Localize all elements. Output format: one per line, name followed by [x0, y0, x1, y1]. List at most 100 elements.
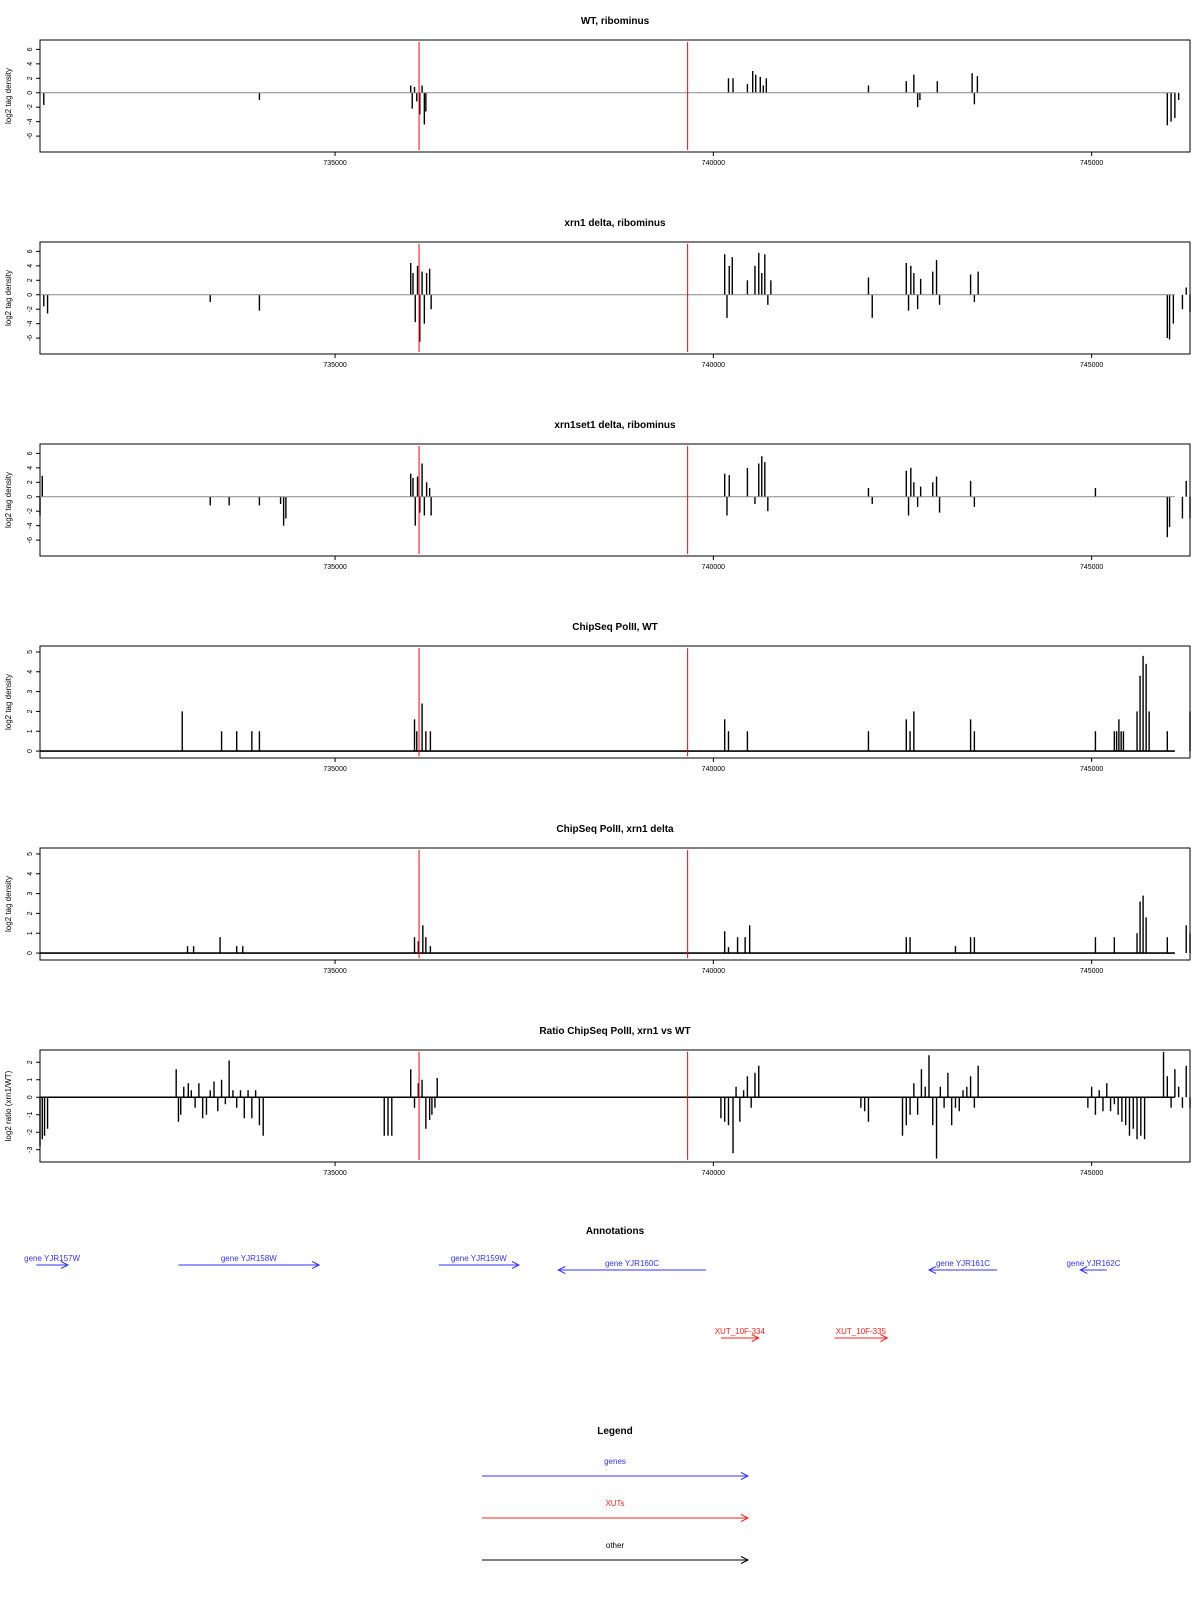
feature-arrowhead	[751, 1334, 760, 1342]
x-tick-label: 735000	[323, 564, 346, 571]
annotation-xut: XUT_10F-335	[834, 1327, 889, 1342]
y-tick-label: -3	[27, 1147, 34, 1153]
y-tick-label: -2	[27, 306, 34, 312]
y-tick-label: 4	[27, 670, 34, 674]
y-tick-label: -4	[27, 320, 34, 326]
annotation-gene: gene YJR158W	[178, 1254, 321, 1269]
legend-label: genes	[604, 1457, 626, 1466]
annotation-gene: gene YJR157W	[24, 1254, 80, 1269]
y-tick-label: 5	[27, 650, 34, 654]
y-tick-label: 2	[27, 1060, 34, 1064]
y-tick-label: 4	[27, 466, 34, 470]
plot-frame	[39, 847, 1191, 961]
panel-chipseq-xrn1: ChipSeq PolII, xrn1 delta log2 tag densit…	[4, 824, 1191, 975]
y-tick-label: -1	[27, 1112, 34, 1118]
feature-arrowhead	[511, 1261, 521, 1269]
panel-title: ChipSeq PolII, WT	[572, 622, 658, 633]
y-tick-label: 0	[27, 749, 34, 753]
feature-label: gene YJR161C	[936, 1259, 990, 1268]
annotation-gene: gene YJR160C	[557, 1259, 706, 1274]
legend-title: Legend	[597, 1426, 633, 1437]
y-tick-label: -2	[27, 104, 34, 110]
y-tick-label: -6	[27, 133, 34, 139]
y-tick-label: 0	[27, 495, 34, 499]
plot-frame	[39, 443, 1191, 557]
feature-label: gene YJR157W	[24, 1254, 80, 1263]
panel-title: xrn1set1 delta, ribominus	[554, 420, 676, 431]
y-tick-label: 2	[27, 278, 34, 282]
plot-frame	[39, 1049, 1191, 1163]
panel-title: Ratio ChipSeq PolII, xrn1 vs WT	[539, 1026, 690, 1037]
panel-title: ChipSeq PolII, xrn1 delta	[556, 824, 674, 835]
panel-title: xrn1 delta, ribominus	[564, 218, 666, 229]
plot-frame	[39, 645, 1191, 759]
x-tick-label: 740000	[702, 564, 725, 571]
y-axis-label: log2 tag density	[4, 674, 13, 730]
y-tick-label: 1	[27, 931, 34, 935]
y-axis-label: log2 ratio (xrn1/WT)	[4, 1070, 13, 1141]
x-tick-label: 745000	[1080, 564, 1103, 571]
y-tick-label: -4	[27, 522, 34, 528]
y-tick-label: 0	[27, 1095, 34, 1099]
y-tick-label: 5	[27, 852, 34, 856]
legend-item-other: other	[482, 1541, 750, 1564]
x-tick-label: 740000	[702, 160, 725, 167]
y-tick-label: 2	[27, 76, 34, 80]
x-tick-label: 745000	[1080, 968, 1103, 975]
x-tick-label: 740000	[702, 1170, 725, 1177]
annotation-gene: gene YJR159W	[438, 1254, 521, 1269]
panel-ratio-chipseq: Ratio ChipSeq PolII, xrn1 vs WT log2 rati…	[4, 1026, 1191, 1177]
panel-chipseq-wt: ChipSeq PolII, WT log2 tag density 0 1 2 3 4 5 7…	[4, 622, 1191, 773]
annotation-gene: gene YJR161C	[927, 1259, 998, 1274]
legend-item-XUTs: XUTs	[482, 1499, 750, 1522]
x-tick-label: 735000	[323, 160, 346, 167]
x-tick-label: 745000	[1080, 766, 1103, 773]
y-tick-label: 2	[27, 911, 34, 915]
panel-xrn1set1-ribominus: xrn1set1 delta, ribominus log2 tag densit…	[4, 420, 1191, 571]
y-tick-label: 2	[27, 709, 34, 713]
feature-label: gene YJR158W	[221, 1254, 277, 1263]
x-tick-label: 735000	[323, 968, 346, 975]
y-tick-label: 0	[27, 293, 34, 297]
y-axis-label: log2 tag density	[4, 472, 13, 528]
y-tick-label: -6	[27, 335, 34, 341]
legend-label: XUTs	[605, 1499, 624, 1508]
y-tick-label: 4	[27, 872, 34, 876]
y-tick-label: 4	[27, 62, 34, 66]
feature-label: gene YJR162C	[1066, 1259, 1120, 1268]
x-tick-label: 735000	[323, 362, 346, 369]
y-axis-label: log2 tag density	[4, 68, 13, 124]
legend-arrowhead	[740, 1514, 750, 1522]
plot-frame	[39, 241, 1191, 355]
y-axis-label: log2 tag density	[4, 270, 13, 326]
panel-wt-ribominus: WT, ribominus log2 tag density -6 -4 -2 0 2 4 6 7…	[4, 16, 1191, 167]
x-tick-label: 745000	[1080, 1170, 1103, 1177]
y-tick-label: 4	[27, 264, 34, 268]
legend-arrowhead	[740, 1472, 750, 1480]
feature-label: XUT_10F-334	[715, 1327, 766, 1336]
legend-arrowhead	[740, 1556, 750, 1564]
y-tick-label: 1	[27, 1078, 34, 1082]
annotation-gene: gene YJR162C	[1066, 1259, 1121, 1274]
legend-item-genes: genes	[482, 1457, 750, 1480]
y-tick-label: 3	[27, 690, 34, 694]
panel-title: WT, ribominus	[581, 16, 650, 27]
y-tick-label: 2	[27, 480, 34, 484]
y-tick-label: 0	[27, 951, 34, 955]
y-tick-label: 1	[27, 729, 34, 733]
legend-label: other	[606, 1541, 625, 1550]
y-tick-label: 6	[27, 47, 34, 51]
track-panels: WT, ribominus log2 tag density -6 -4 -2 0 2 4 6 7…	[4, 16, 1191, 1177]
annotation-xut: XUT_10F-334	[715, 1327, 766, 1342]
x-tick-label: 735000	[323, 766, 346, 773]
x-tick-label: 740000	[702, 766, 725, 773]
y-axis-label: log2 tag density	[4, 876, 13, 932]
panel-xrn1-ribominus: xrn1 delta, ribominus log2 tag density -6 -…	[4, 218, 1191, 369]
y-tick-label: -6	[27, 537, 34, 543]
feature-label: gene YJR160C	[605, 1259, 659, 1268]
plot-frame	[39, 39, 1191, 153]
y-tick-label: 3	[27, 892, 34, 896]
x-tick-label: 745000	[1080, 362, 1103, 369]
feature-label: XUT_10F-335	[836, 1327, 887, 1336]
